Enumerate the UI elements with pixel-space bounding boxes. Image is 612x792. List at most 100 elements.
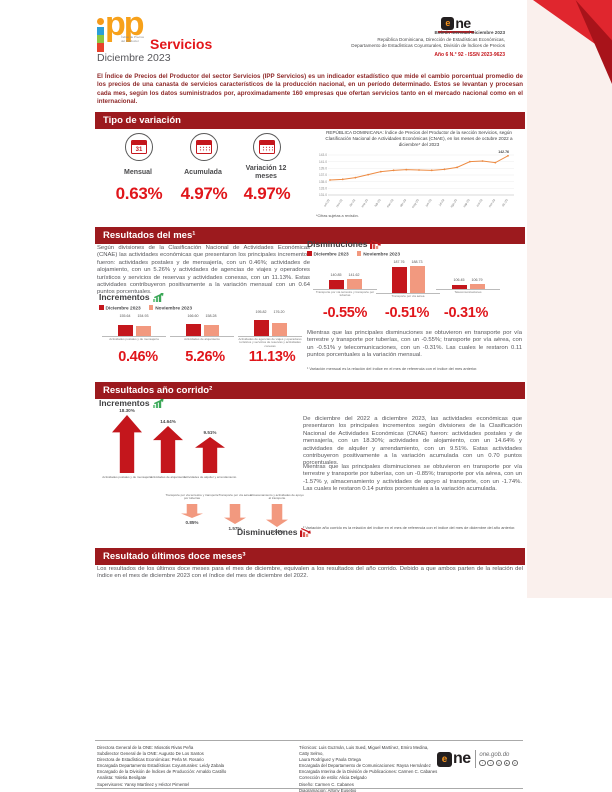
- increment-pct: 11.13%: [248, 349, 296, 365]
- svg-text:nov-22: nov-22: [335, 198, 344, 208]
- calendar-icon: [253, 133, 281, 161]
- footer-divider: [95, 740, 523, 741]
- legend-swatch-diciembre: [99, 305, 104, 310]
- bar-diciembre: [328, 280, 344, 289]
- svg-text:oct-22: oct-22: [323, 198, 331, 207]
- growth-chart-icon: [152, 292, 164, 302]
- variation-value: 4.97%: [243, 184, 291, 203]
- bar-diciembre: [391, 267, 407, 293]
- one-website: one.gob.do: [479, 751, 510, 758]
- variation-label: Variación 12 meses: [245, 165, 287, 181]
- svg-text:135.0: 135.0: [319, 180, 327, 184]
- social-icons: f x ◎ ▶ in: [479, 759, 519, 767]
- bar-noviembre: [203, 324, 219, 336]
- bar-noviembre: [346, 279, 362, 289]
- corrido-footnote: ² Variación año corrido es la relación d…: [303, 525, 516, 530]
- svg-text:jun-23: jun-23: [424, 198, 433, 208]
- intro-paragraph: El Índice de Precios del Productor del s…: [97, 73, 523, 106]
- variation-value: 0.63%: [115, 184, 163, 203]
- bar-noviembre: [135, 325, 151, 336]
- legend: Diciembre 2023 Noviembre 2023: [307, 251, 400, 258]
- section-title-tipo-variacion: Tipo de variación: [95, 112, 525, 129]
- report-date: Diciembre 2023: [97, 52, 171, 64]
- bulletin-line: República Dominicana, Dirección de Estad…: [377, 36, 505, 42]
- footer-credits-middle: Técnicos: Luis Guzmán, Luis Sued, Miguel…: [299, 745, 438, 792]
- mes-footnote: ¹ Variación mensual es la relación del í…: [307, 366, 478, 371]
- down-arrow-label: Almacenamiento y actividades de apoyo al…: [250, 493, 304, 501]
- bar-diciembre: [117, 325, 133, 336]
- down-arrow-pct: 1.74%: [270, 529, 284, 534]
- bulletin-info: Boletín mensual Diciembre 2023 República…: [265, 30, 505, 50]
- incrementos-heading: Incrementos: [99, 292, 164, 302]
- ipp-logo: pp Índice de Precios del Productor: [97, 5, 157, 54]
- mes-disminuciones-paragraph: Mientras que las principales disminucion…: [307, 330, 522, 359]
- bar-group-alojamiento: 166.60 158.28 Actividades de alojamiento: [170, 314, 234, 341]
- up-arrow: [112, 415, 142, 473]
- footer-credits-left: Directora General de la ONE: Miosotis Ri…: [97, 745, 227, 787]
- svg-text:133.0: 133.0: [319, 186, 327, 190]
- bulletin-line: Departamento de Estadísticas Coyunturale…: [351, 43, 505, 49]
- section-title-ano-corrido: Resultados año corrido²: [95, 382, 525, 399]
- svg-text:sep-23: sep-23: [462, 198, 471, 208]
- section-title-doce-meses: Resultado últimos doce meses³: [95, 548, 525, 565]
- up-arrow: [153, 426, 183, 473]
- svg-text:abr-23: abr-23: [399, 198, 407, 208]
- bar-group-telecom: 106.45 106.79 Telecomunicaciones: [436, 260, 500, 294]
- up-arrow-pct: 18.30%: [119, 408, 135, 413]
- one-logo: e ne: [438, 13, 474, 33]
- svg-text:dic-23: dic-23: [501, 198, 509, 207]
- legend: Diciembre 2023 Noviembre 2023: [99, 305, 192, 312]
- youtube-icon: ▶: [503, 759, 511, 767]
- corrido-paragraph-1: De diciembre del 2022 a diciembre 2023, …: [303, 416, 522, 467]
- svg-text:jul-23: jul-23: [437, 198, 445, 207]
- ipp-logo-caption: Índice de Precios del Productor: [121, 35, 145, 43]
- legend-swatch-diciembre: [307, 251, 312, 256]
- up-arrow-label: Actividades de alojamiento: [150, 475, 186, 479]
- linkedin-icon: in: [511, 759, 519, 767]
- doce-paragraph: Los resultados de los últimos doce meses…: [97, 566, 523, 580]
- decline-chart-icon: [370, 239, 382, 249]
- decline-chart-icon: [300, 527, 312, 537]
- decrement-pct: -0.55%: [322, 305, 368, 321]
- svg-text:oct-23: oct-23: [475, 198, 483, 207]
- ipp-line-chart: 131.0 133.0 135.0 137.0 139.0 141.0 143.0 oct-2…: [319, 150, 514, 209]
- down-arrow: [181, 504, 203, 518]
- variation-label: Acumulada: [184, 169, 222, 176]
- svg-text:131.0: 131.0: [319, 193, 327, 197]
- mes-intro-paragraph: Según divisiones de la Clasificación Nac…: [97, 245, 310, 296]
- decrement-pct: -0.31%: [443, 305, 489, 321]
- bar-group-aerea: 187.76 188.73 Transporte por vía aérea: [376, 260, 440, 298]
- svg-text:feb-23: feb-23: [374, 198, 382, 208]
- right-margin-band: [527, 0, 612, 598]
- one-logo-caption: [438, 31, 474, 33]
- svg-text:139.0: 139.0: [319, 166, 327, 170]
- up-arrow-label: Actividades postales y de mensajería: [102, 475, 152, 479]
- down-arrow-pct: 1.57%: [228, 526, 242, 531]
- growth-chart-icon: [152, 398, 164, 408]
- svg-text:ago-23: ago-23: [449, 198, 458, 208]
- disminuciones-heading: Disminuciones: [307, 239, 382, 249]
- bar-group-agencias: 195.82 176.20 Actividades de agencias de …: [238, 310, 302, 348]
- ipp-logo-i: [97, 18, 104, 52]
- calendar-icon: 31: [125, 133, 153, 161]
- bulletin-title: Boletín mensual Diciembre 2023: [434, 30, 505, 35]
- down-arrow-pct: 0.85%: [185, 520, 199, 525]
- chart-footnote: *Cifras sujetas a revisión.: [316, 214, 359, 218]
- svg-text:dic-22: dic-22: [348, 198, 356, 207]
- svg-text:nov-23: nov-23: [488, 198, 497, 208]
- ipp-logo-pp: pp: [105, 5, 145, 43]
- footer-logo-divider: [474, 750, 476, 768]
- bar-diciembre: [451, 285, 467, 289]
- down-arrow: [224, 504, 246, 524]
- bar-diciembre: [185, 323, 201, 336]
- down-arrow-label: Transporte por vía terrestre y transport…: [165, 493, 219, 501]
- down-arrow-label: Transporte por vía aérea: [218, 493, 252, 497]
- x-icon: x: [487, 759, 495, 767]
- bar-group-postales: 155.64 154.93 Actividades postales y de m…: [102, 314, 166, 341]
- bar-group-terrestre: 140.85 141.62 Transporte por vía terrestr…: [313, 260, 377, 298]
- svg-text:may-23: may-23: [411, 198, 420, 209]
- variation-value: 4.97%: [180, 184, 228, 203]
- svg-text:137.0: 137.0: [319, 173, 327, 177]
- up-arrow-pct: 14.64%: [160, 419, 176, 424]
